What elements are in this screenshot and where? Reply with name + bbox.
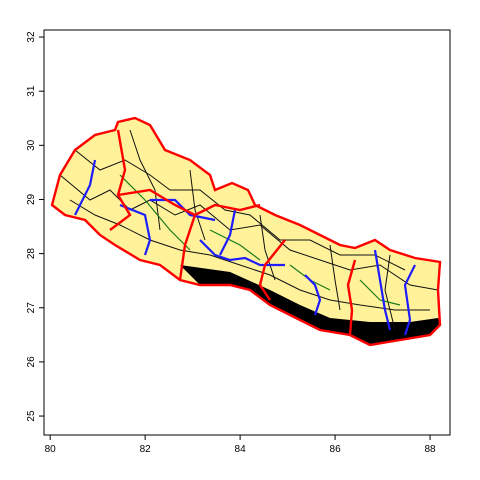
country-fill [52,118,440,345]
map-shape [50,116,442,347]
x-tick-label: 86 [330,444,342,455]
x-tick-label: 88 [424,444,436,455]
y-tick-label: 32 [26,31,37,43]
plot-frame [43,29,451,436]
y-tick-label: 28 [26,248,37,260]
province-borders [50,116,442,347]
x-tick-label: 82 [140,444,152,455]
y-tick-label: 25 [26,410,37,422]
axes: 80 82 84 86 88 25 26 27 28 29 30 31 32 [26,31,436,455]
district-lines-green [119,174,401,306]
y-tick-label: 30 [26,139,37,151]
lowland-dark [180,265,440,345]
y-tick-label: 27 [26,302,37,314]
y-tick-label: 26 [26,356,37,368]
x-tick-label: 80 [45,444,57,455]
x-tick-label: 84 [235,444,247,455]
rivers [74,159,416,336]
y-tick-label: 31 [26,85,37,97]
y-tick-label: 29 [26,193,37,205]
